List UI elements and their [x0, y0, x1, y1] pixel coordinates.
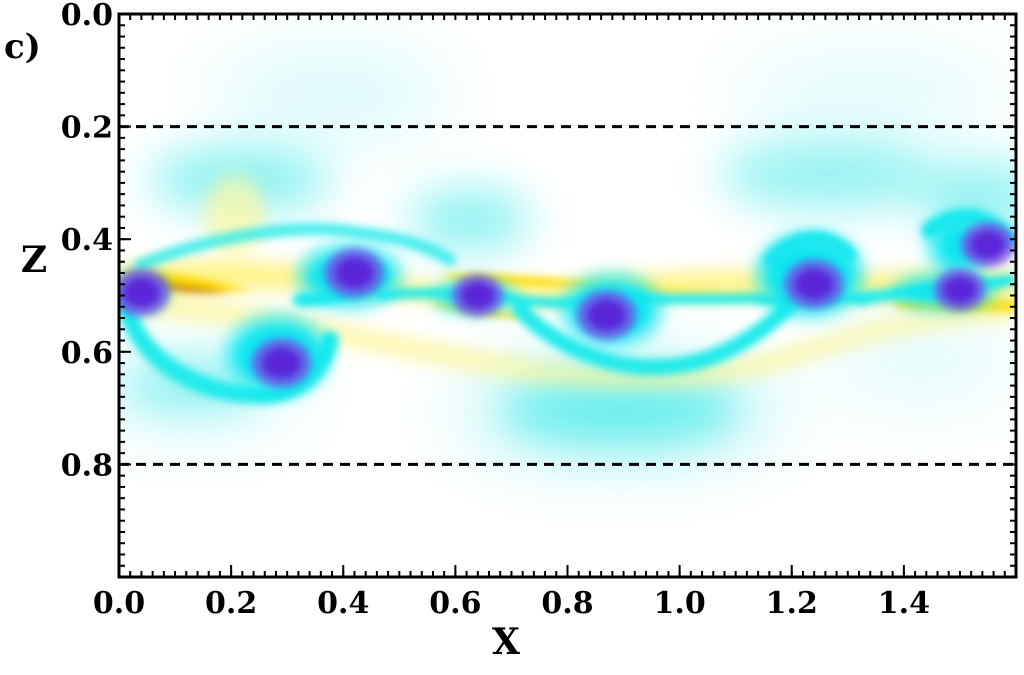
- vortex-core: [794, 268, 834, 300]
- y-tick-label: 0.8: [61, 448, 113, 483]
- x-tick-label: 0.4: [317, 586, 369, 621]
- vortex-core: [587, 299, 627, 331]
- vortex-core: [461, 282, 495, 309]
- vortex-core: [334, 257, 374, 289]
- y-axis-ticks: 0.0 0.2 0.4 0.6 0.8: [61, 0, 131, 483]
- y-tick-label: 0.4: [61, 223, 113, 258]
- vortex-core: [262, 347, 302, 379]
- vortex-cores: [119, 222, 1016, 388]
- x-tick-label: 1.0: [654, 586, 706, 621]
- vortex-core: [122, 277, 161, 308]
- x-tick-label: 0.0: [93, 586, 145, 621]
- reference-lines: [119, 125, 1016, 466]
- minor-ticks: [118, 13, 1017, 578]
- x-axis-ticks: 0.0 0.2 0.4 0.6 0.8 1.0 1.2 1.4: [93, 565, 930, 621]
- x-axis-label: X: [492, 621, 520, 663]
- x-tick-label: 0.8: [541, 586, 593, 621]
- y-axis-label: Z: [21, 239, 47, 281]
- x-tick-label: 0.6: [429, 586, 481, 621]
- vortex-core: [943, 276, 977, 304]
- y-tick-label: 0.2: [61, 111, 113, 146]
- y-tick-label: 0.6: [61, 336, 113, 371]
- x-tick-label: 0.2: [205, 586, 257, 621]
- y-tick-label: 0.0: [61, 0, 113, 33]
- x-tick-label: 1.4: [878, 586, 930, 621]
- vortex-core: [970, 230, 1006, 259]
- x-tick-label: 1.2: [766, 586, 818, 621]
- panel-label: c): [4, 27, 41, 67]
